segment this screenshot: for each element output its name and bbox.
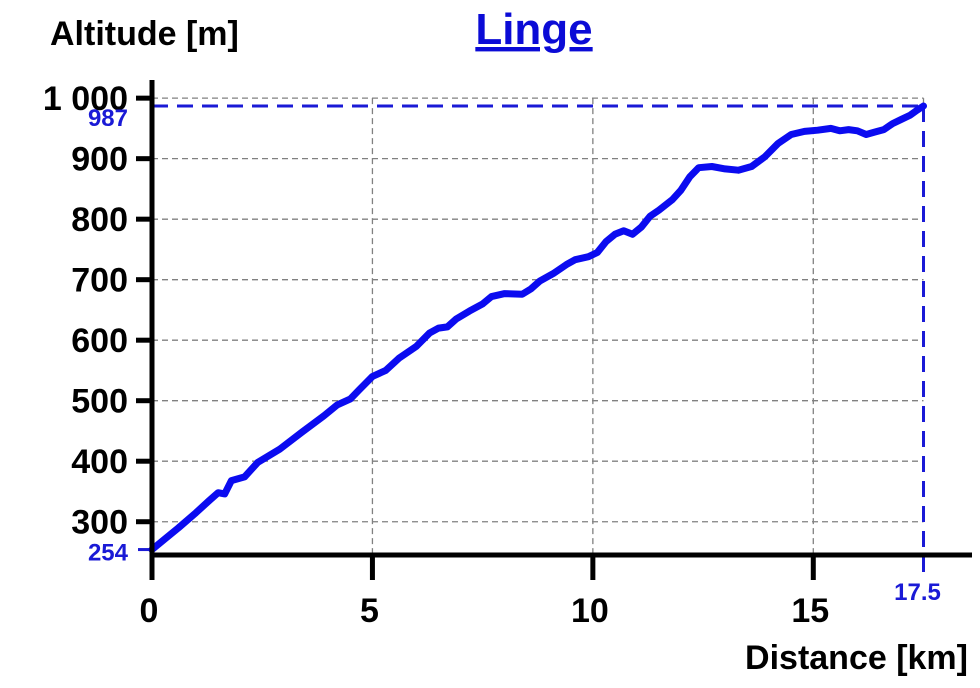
y-tick-label-1: 400	[71, 443, 128, 481]
marker-labels: 987 254 17.5	[88, 105, 941, 606]
y-tick-label-5: 800	[71, 201, 128, 239]
ticks: 300 400 500 600 700 800 900 1 000 0 5 10 15	[43, 80, 829, 630]
x-axis-title: Distance [km]	[745, 639, 968, 677]
x-tick-label-2: 10	[571, 592, 609, 630]
y-tick-label-6: 900	[71, 141, 128, 179]
chart-title: Linge	[475, 5, 592, 54]
x-tick-label-3: 15	[791, 592, 829, 630]
x-tick-label-1: 5	[360, 592, 379, 630]
start-altitude-label: 254	[88, 540, 129, 567]
y-tick-label-7: 1 000	[43, 80, 128, 118]
reference-markers	[138, 104, 926, 577]
end-distance-label: 17.5	[894, 579, 941, 606]
grid	[152, 97, 925, 555]
end-altitude-label: 987	[88, 105, 128, 132]
altitude-profile-line	[148, 102, 927, 554]
y-tick-label-4: 700	[71, 262, 128, 300]
y-axis-title: Altitude [m]	[50, 15, 239, 53]
x-tick-label-0: 0	[140, 592, 159, 630]
y-tick-label-0: 300	[71, 504, 128, 542]
axes	[149, 80, 972, 580]
y-tick-label-2: 500	[71, 383, 128, 421]
series-group	[148, 102, 927, 554]
y-tick-label-3: 600	[71, 322, 128, 360]
